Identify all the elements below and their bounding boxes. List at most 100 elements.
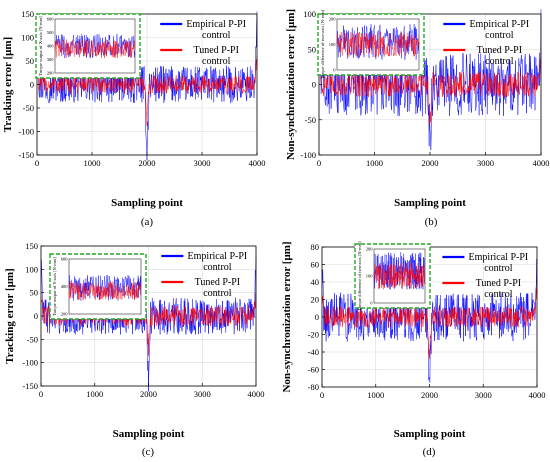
y-tick-label: -50 [305,115,316,125]
y-axis-label: Non-synchronization error [μm] [285,9,297,160]
inset-plot: 200 400 600 Torque output of Y-axis [N·mm] [49,253,147,320]
y-tick-label: -80 [308,382,319,392]
x-axis-label: Sampling point [111,197,183,209]
chart-panel: 0 1000 2000 3000 4000 -150 -100 -50 0 50 100 150 Sam… [4,241,265,458]
y-tick-label: 150 [21,9,34,19]
inset-y-tick-label: 200 [329,17,337,22]
y-tick-label: 50 [26,56,35,66]
y-tick-label: 150 [25,241,38,251]
y-tick-label: -100 [18,127,34,137]
x-tick-label: 3000 [194,158,211,168]
x-tick-label: 4000 [529,390,546,400]
legend-label: Tuned P-PI [476,278,521,289]
inset-y-tick-label: 200 [366,247,374,252]
x-axis-label: Sampling point [394,197,466,209]
inset-y-tick-label: 100 [329,42,337,47]
inset-y-tick-label: 100 [366,274,374,279]
inset-y-label: Torque output of Y-axis [N·mm] [52,257,57,316]
legend-label: Empirical P-PI [469,19,529,30]
panel-caption: (a) [141,216,154,228]
y-tick-label: -60 [308,365,319,375]
legend-label-cont: control [202,30,231,41]
legend-label: Tuned P-PI [195,277,240,288]
x-tick-label: 0 [39,389,43,399]
x-tick-label: 0 [317,158,321,168]
inset-series-line [336,24,420,61]
chart-panel: 0 1000 2000 3000 4000-80-60-40-20020406080Sa… [281,241,546,458]
y-tick-label: 100 [303,9,316,19]
x-tick-label: 2000 [139,158,156,168]
x-axis-label: Sampling point [113,428,185,440]
inset-plot: 0 100 200 Torque difference of two-axis [N·… [317,9,425,79]
x-tick-label: 1000 [366,158,383,168]
inset-y-tick-label: 500 [47,30,55,35]
legend-label-cont: control [485,56,514,67]
y-tick-label: -50 [27,334,38,344]
panel-caption: (b) [425,216,438,228]
inset-y-tick-label: 200 [47,71,55,76]
y-tick-label: -50 [23,103,34,113]
legend-label: Empirical P-PI [188,251,248,262]
y-tick-label: -100 [22,358,38,368]
inset-series-line [373,262,426,290]
y-tick-label: 20 [311,295,320,305]
inset-series-line [54,39,136,59]
x-tick-label: 0 [320,390,324,400]
y-axis-label: Tracking error [μm] [4,268,16,363]
inset-y-tick-label: 300 [47,57,55,62]
legend-label-cont: control [484,263,513,274]
y-tick-label: -20 [308,330,319,340]
inset-y-label: Torque output of X-axis [N·mm] [38,16,43,76]
y-tick-label: 50 [308,44,317,54]
x-tick-label: 0 [35,158,39,168]
chart-panel: 0 1000 2000 3000 4000 -150 -100 -50 0 50 100 150 Sam… [2,9,266,228]
y-tick-label: 0 [34,311,38,321]
y-tick-label: 40 [311,277,320,287]
inset-plot: 0 100 200 Torque difference of two-axis [N·… [354,241,431,311]
x-tick-label: 2000 [422,158,439,168]
y-tick-label: 100 [25,264,38,274]
y-tick-label: -100 [300,150,316,160]
legend-label-cont: control [484,289,513,300]
x-tick-label: 1000 [86,389,103,399]
inset-y-tick-label: 200 [61,312,69,317]
x-tick-label: 3000 [475,390,492,400]
y-tick-label: 100 [21,33,34,43]
inset-plot: 200 300 400 500 600 Torque output of X-axis [… [35,13,141,79]
y-axis-label: Non-synchronization error [μm] [281,241,293,392]
panel-caption: (c) [142,446,155,458]
x-tick-label: 3000 [194,389,211,399]
inset-y-tick-label: 600 [47,17,55,22]
legend-label: Empirical P-PI [469,252,529,263]
x-tick-label: 3000 [477,158,494,168]
x-tick-label: 4000 [248,389,265,399]
legend-label: Tuned P-PI [477,45,522,56]
y-tick-label: 50 [30,288,39,298]
legend-label-cont: control [203,262,232,273]
legend-label-cont: control [202,56,231,67]
legend-label: Empirical P-PI [186,19,246,30]
x-tick-label: 4000 [249,158,266,168]
x-tick-label: 4000 [533,158,550,168]
series-line [321,287,538,359]
x-tick-label: 1000 [84,158,101,168]
y-tick-label: -40 [308,347,319,357]
panel-caption: (d) [423,446,436,458]
inset-y-tick-label: 0 [370,301,373,306]
series-line [36,56,258,127]
inset-series-line [68,281,142,301]
x-tick-label: 2000 [421,390,438,400]
y-tick-label: 0 [315,312,319,322]
y-tick-label: 0 [30,80,34,90]
legend-label: Tuned P-PI [193,45,238,56]
inset-y-tick-label: 400 [47,44,55,49]
inset-y-label: Torque difference of two-axis [N·mm] [320,9,325,79]
legend-label-cont: control [485,30,514,41]
inset-series-line [68,274,142,301]
x-axis-label: Sampling point [394,428,466,440]
y-tick-label: -150 [22,381,38,391]
